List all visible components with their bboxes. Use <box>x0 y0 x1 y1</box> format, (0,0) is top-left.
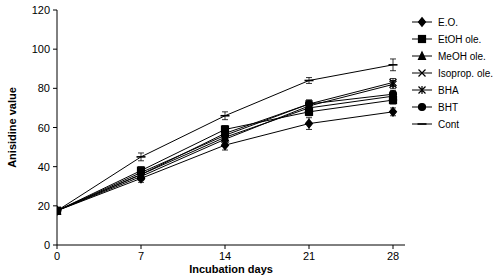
series <box>57 80 397 214</box>
y-tick <box>53 245 57 246</box>
x-tick <box>141 245 142 249</box>
series <box>57 79 397 215</box>
x-tick <box>57 245 58 249</box>
y-tick <box>53 49 57 50</box>
y-tick-label: 60 <box>38 122 50 134</box>
y-tick <box>53 127 57 128</box>
point <box>222 132 229 139</box>
point <box>306 119 313 128</box>
point <box>390 91 397 98</box>
point <box>305 80 314 82</box>
series <box>57 96 397 214</box>
error-bar <box>390 108 396 116</box>
x-tick-label: 21 <box>303 250 315 262</box>
error-bar <box>306 100 312 108</box>
point <box>221 115 230 117</box>
legend-label: Isoprop. ole. <box>438 68 493 79</box>
x-tick <box>309 245 310 249</box>
series-line <box>57 112 393 211</box>
series-line <box>57 94 393 211</box>
series-line <box>57 84 393 210</box>
y-tick-label: 20 <box>38 200 50 212</box>
plot-area <box>57 59 398 215</box>
series-line <box>57 96 393 211</box>
series-line <box>57 100 393 211</box>
legend-label: E.O. <box>438 17 458 28</box>
y-tick-label: 100 <box>32 43 50 55</box>
y-tick-label: 0 <box>44 239 50 251</box>
x-tick <box>225 245 226 249</box>
x-tick-label: 7 <box>138 250 144 262</box>
y-tick <box>53 205 57 206</box>
point <box>57 206 61 215</box>
x-tick <box>393 245 394 249</box>
series <box>57 92 397 214</box>
x-tick-label: 28 <box>387 250 399 262</box>
legend-label: BHT <box>438 102 458 113</box>
series <box>57 108 397 215</box>
legend-label: Cont <box>438 119 459 130</box>
error-bar <box>306 100 312 108</box>
legend-label: EtOH ole. <box>438 34 481 45</box>
x-axis <box>57 245 405 246</box>
point <box>390 80 397 88</box>
point <box>57 207 61 215</box>
chart: 0 20 40 60 80 100 120 0 7 14 21 28 Incubation days An… <box>0 0 500 278</box>
point <box>57 210 62 212</box>
series-line <box>57 65 393 211</box>
point <box>137 156 146 158</box>
legend: E.O. EtOH ole. MeOH ole. Isoprop. ole. BHA BH… <box>412 17 493 130</box>
point <box>306 101 313 108</box>
x-tick-label: 14 <box>219 250 231 262</box>
x-axis-title: Incubation days <box>189 263 273 275</box>
point <box>57 207 61 215</box>
legend-marker <box>419 86 426 94</box>
point <box>390 108 397 117</box>
legend-marker <box>419 18 426 27</box>
y-tick <box>53 166 57 167</box>
error-bar <box>390 90 396 98</box>
y-tick-label: 80 <box>38 82 50 94</box>
error-bar <box>390 81 396 89</box>
legend-marker <box>419 104 426 111</box>
y-tick-label: 40 <box>38 161 50 173</box>
legend-marker <box>418 123 427 125</box>
legend-label: MeOH ole. <box>438 51 486 62</box>
legend-marker <box>419 70 426 77</box>
point <box>306 101 313 108</box>
series <box>57 59 398 212</box>
error-bar <box>222 131 228 139</box>
y-axis-title: Anisidine value <box>6 87 18 168</box>
legend-label: BHA <box>438 85 459 96</box>
error-bar <box>138 169 144 177</box>
error-bar <box>306 118 312 130</box>
y-tick <box>53 10 57 11</box>
point <box>138 169 145 176</box>
y-tick-label: 120 <box>32 4 50 16</box>
series <box>57 90 397 214</box>
y-tick <box>53 88 57 89</box>
series-line <box>57 82 393 210</box>
legend-line <box>412 124 432 125</box>
point <box>389 64 398 66</box>
legend-marker <box>419 52 426 60</box>
legend-marker <box>419 36 426 43</box>
x-tick-label: 0 <box>54 250 60 262</box>
